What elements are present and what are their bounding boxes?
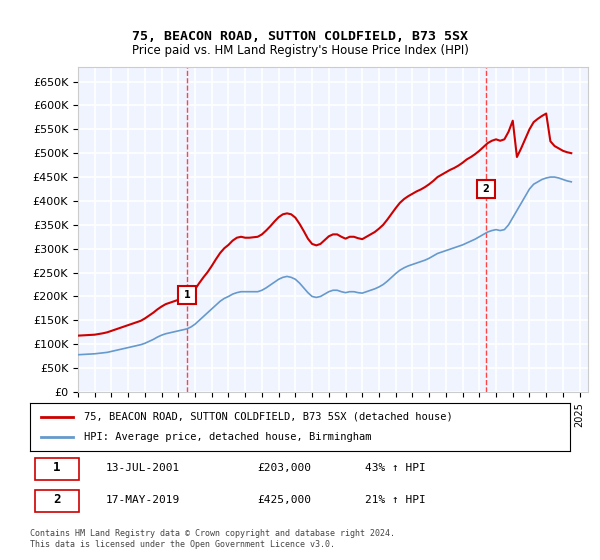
- FancyBboxPatch shape: [35, 458, 79, 480]
- Text: £203,000: £203,000: [257, 463, 311, 473]
- Text: 75, BEACON ROAD, SUTTON COLDFIELD, B73 5SX (detached house): 75, BEACON ROAD, SUTTON COLDFIELD, B73 5…: [84, 412, 453, 422]
- Text: 43% ↑ HPI: 43% ↑ HPI: [365, 463, 425, 473]
- Text: 1: 1: [53, 461, 61, 474]
- Text: 21% ↑ HPI: 21% ↑ HPI: [365, 495, 425, 505]
- Text: £425,000: £425,000: [257, 495, 311, 505]
- Text: 2: 2: [482, 184, 489, 194]
- Text: 17-MAY-2019: 17-MAY-2019: [106, 495, 180, 505]
- Text: 75, BEACON ROAD, SUTTON COLDFIELD, B73 5SX: 75, BEACON ROAD, SUTTON COLDFIELD, B73 5…: [132, 30, 468, 43]
- Text: HPI: Average price, detached house, Birmingham: HPI: Average price, detached house, Birm…: [84, 432, 371, 442]
- Text: Contains HM Land Registry data © Crown copyright and database right 2024.
This d: Contains HM Land Registry data © Crown c…: [30, 529, 395, 549]
- Text: 2: 2: [53, 493, 61, 506]
- Text: 13-JUL-2001: 13-JUL-2001: [106, 463, 180, 473]
- FancyBboxPatch shape: [35, 491, 79, 512]
- Text: Price paid vs. HM Land Registry's House Price Index (HPI): Price paid vs. HM Land Registry's House …: [131, 44, 469, 57]
- Text: 1: 1: [184, 290, 191, 300]
